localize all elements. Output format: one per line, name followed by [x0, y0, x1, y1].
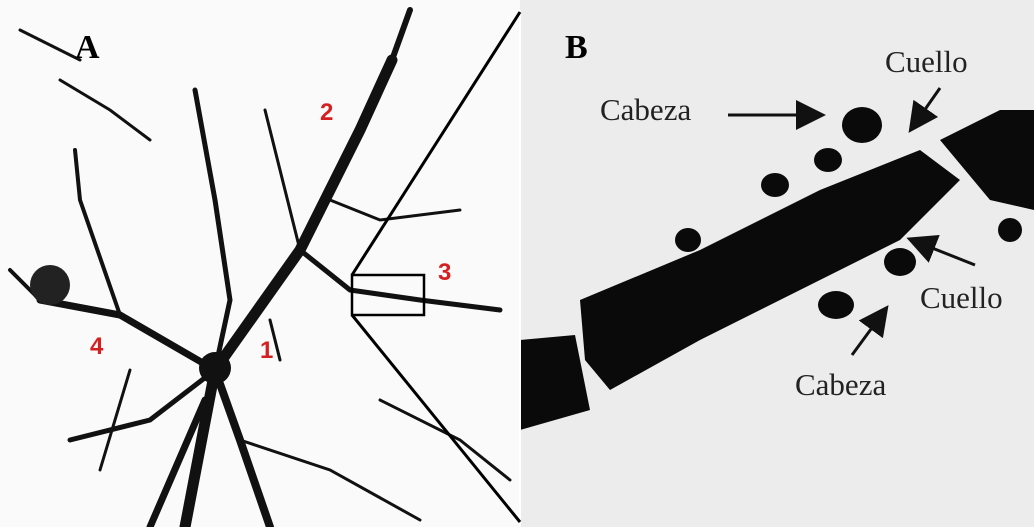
- annotation: Cabeza: [600, 92, 691, 127]
- annotation: Cabeza: [795, 367, 886, 402]
- marker: 3: [438, 259, 451, 286]
- panel-a: A 1 2 3 4: [0, 0, 520, 527]
- annotation: Cuello: [920, 280, 1003, 315]
- panel-label: B: [565, 29, 588, 66]
- marker: 2: [320, 99, 333, 126]
- figure: A 1 2 3 4 B Cabeza Cuello C: [0, 0, 1034, 527]
- annotation: Cuello: [885, 44, 968, 79]
- marker: 4: [90, 333, 104, 360]
- marker: 1: [260, 337, 273, 364]
- panel-label: A: [75, 29, 100, 66]
